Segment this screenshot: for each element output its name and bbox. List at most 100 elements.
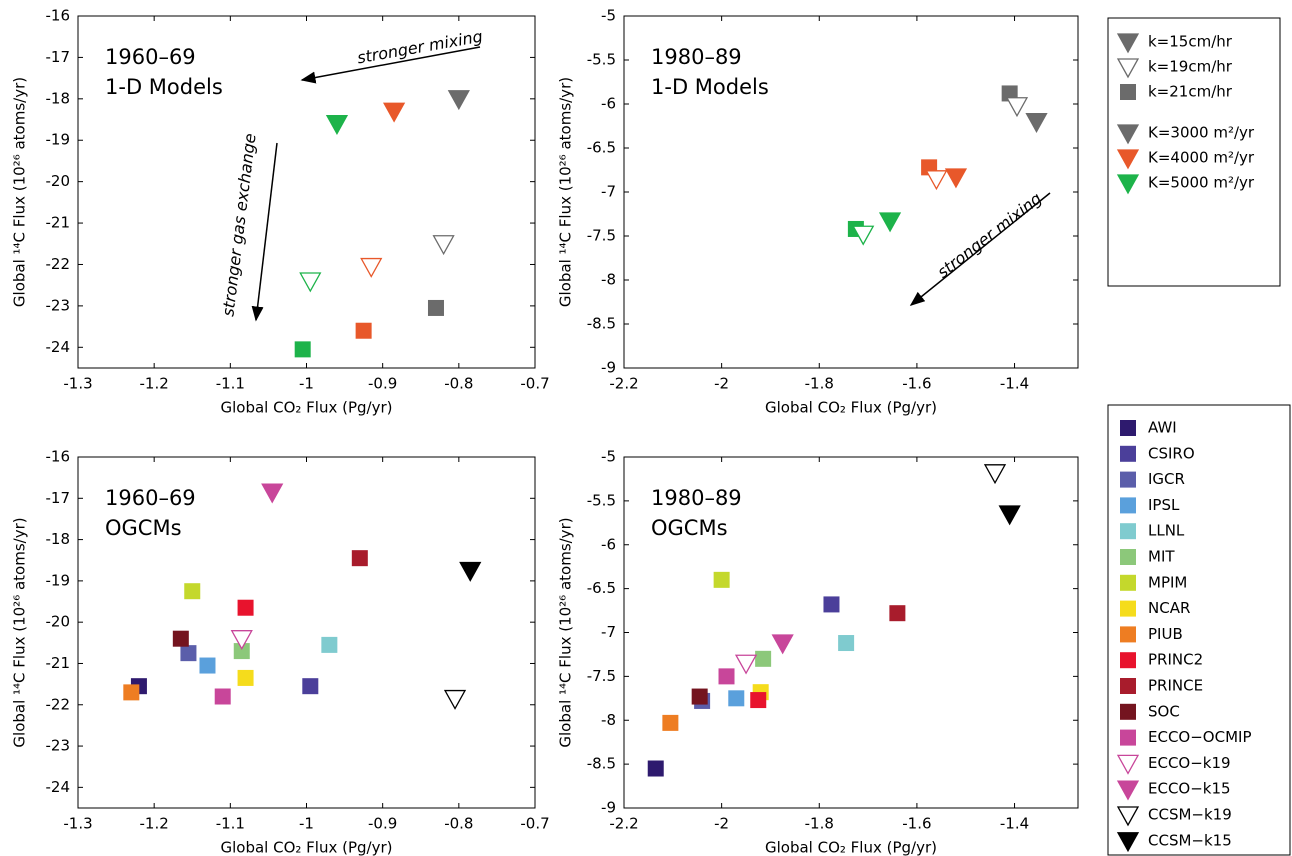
x-tick-label: -1.3 (63, 375, 92, 393)
legend-label: MPIM (1148, 573, 1187, 591)
x-tick-label: -1.8 (805, 815, 834, 833)
marker-triangle (1025, 112, 1048, 133)
x-tick-label: -2 (714, 815, 729, 833)
y-tick-label: -8 (601, 271, 616, 289)
marker-square (302, 678, 319, 695)
legend-marker (1120, 471, 1136, 488)
x-axis-label: Global CO₂ Flux (Pg/yr) (221, 399, 393, 417)
y-tick-label: -5 (601, 7, 616, 25)
legend-marker (1120, 600, 1136, 617)
y-axis-label: Global ¹⁴C Flux (10²⁶ atoms/yr) (11, 77, 29, 307)
legend-label: ECCO−OCMIP (1148, 728, 1252, 746)
legend-marker (1116, 806, 1140, 827)
panel-title: 1960–69 (105, 45, 196, 69)
x-tick-label: -0.8 (444, 375, 473, 393)
marker-triangle (771, 634, 794, 655)
y-tick-label: -17 (46, 48, 71, 66)
legend-label: ECCO−k15 (1148, 780, 1231, 798)
marker-triangle (998, 505, 1021, 526)
legend-marker (1120, 445, 1136, 462)
x-tick-label: -0.8 (444, 815, 473, 833)
legend-marker (1120, 420, 1136, 436)
y-axis-label: Global ¹⁴C Flux (10²⁶ atoms/yr) (557, 77, 575, 307)
legend-label: K=5000 m²/yr (1148, 174, 1255, 192)
y-tick-label: -9 (601, 799, 616, 817)
x-tick-label: -1.1 (216, 375, 245, 393)
x-tick-label: -1.8 (805, 375, 834, 393)
marker-triangle (382, 102, 406, 123)
legend-marker (1116, 58, 1140, 79)
y-tick-label: -6 (601, 535, 616, 553)
y-axis-label: Global ¹⁴C Flux (10²⁶ atoms/yr) (11, 517, 29, 747)
marker-open-triangle (432, 235, 455, 256)
panel-title: OGCMs (651, 516, 728, 540)
y-tick-label: -18 (46, 530, 71, 548)
y-tick-label: -22 (46, 255, 71, 273)
panel-title: OGCMs (105, 516, 182, 540)
legend-box (1107, 17, 1281, 287)
y-tick-label: -21 (46, 214, 71, 232)
marker-triangle (325, 115, 349, 136)
legend-marker (1120, 626, 1136, 643)
y-tick-label: -19 (46, 131, 71, 149)
legend-marker (1120, 652, 1136, 669)
x-tick-label: -1.6 (902, 375, 931, 393)
y-tick-label: -20 (46, 172, 71, 190)
legend-label: SOC (1148, 702, 1180, 720)
y-axis-label: Global ¹⁴C Flux (10²⁶ atoms/yr) (557, 517, 575, 747)
x-tick-label: -1.4 (1000, 375, 1029, 393)
arrow (909, 192, 1051, 306)
x-tick-label: -0.7 (520, 815, 549, 833)
marker-open-triangle (299, 272, 322, 293)
legend-marker (1120, 703, 1136, 720)
annotation: stronger mixing (356, 27, 484, 68)
legend-label: IPSL (1148, 496, 1180, 514)
y-tick-label: -8.5 (587, 315, 616, 333)
legend-marker (1120, 549, 1136, 565)
x-tick-label: -1.2 (140, 375, 169, 393)
x-tick-label: -2.2 (609, 815, 638, 833)
legend-label: IGCR (1148, 470, 1185, 488)
marker-triangle (459, 561, 482, 582)
marker-square (351, 550, 368, 567)
marker-square (713, 571, 730, 588)
marker-open-triangle (1005, 97, 1029, 118)
legend-marker (1120, 729, 1136, 746)
marker-open-triangle (852, 225, 875, 246)
legend-marker (1116, 832, 1140, 853)
marker-square (237, 669, 254, 686)
x-tick-label: -1 (299, 375, 314, 393)
y-tick-label: -6 (601, 95, 616, 113)
y-tick-label: -6.5 (587, 579, 616, 597)
legend-label: k=21cm/hr (1148, 83, 1233, 101)
legend-marker (1120, 497, 1136, 514)
marker-square (755, 650, 772, 667)
annotation: stronger mixing (933, 189, 1045, 282)
marker-open-triangle (925, 170, 948, 191)
y-tick-label: -7 (601, 623, 616, 641)
x-axis-label: Global CO₂ Flux (Pg/yr) (765, 399, 937, 417)
legend-label: ECCO−k19 (1148, 754, 1231, 772)
legend-label: PRINC2 (1148, 651, 1203, 669)
legend-label: CCSM−k15 (1148, 831, 1232, 849)
x-tick-label: -1 (299, 815, 314, 833)
y-tick-label: -22 (46, 695, 71, 713)
marker-square (823, 596, 840, 613)
marker-square (662, 714, 679, 731)
marker-square (172, 630, 189, 647)
marker-square (728, 690, 745, 707)
x-axis-label: Global CO₂ Flux (Pg/yr) (221, 839, 393, 856)
legend-marker (1120, 523, 1136, 540)
x-tick-label: -0.7 (520, 375, 549, 393)
arrow (300, 46, 481, 84)
legend-label: k=19cm/hr (1148, 58, 1233, 76)
legend-label: K=3000 m²/yr (1148, 124, 1255, 142)
legend-label: PIUB (1148, 625, 1183, 643)
legend-label: K=4000 m²/yr (1148, 149, 1255, 167)
marker-open-triangle (443, 689, 467, 710)
panel-title: 1960–69 (105, 486, 196, 510)
y-tick-label: -19 (46, 571, 71, 589)
marker-square (233, 643, 250, 660)
y-tick-label: -5.5 (587, 491, 616, 509)
y-tick-label: -16 (46, 7, 71, 25)
